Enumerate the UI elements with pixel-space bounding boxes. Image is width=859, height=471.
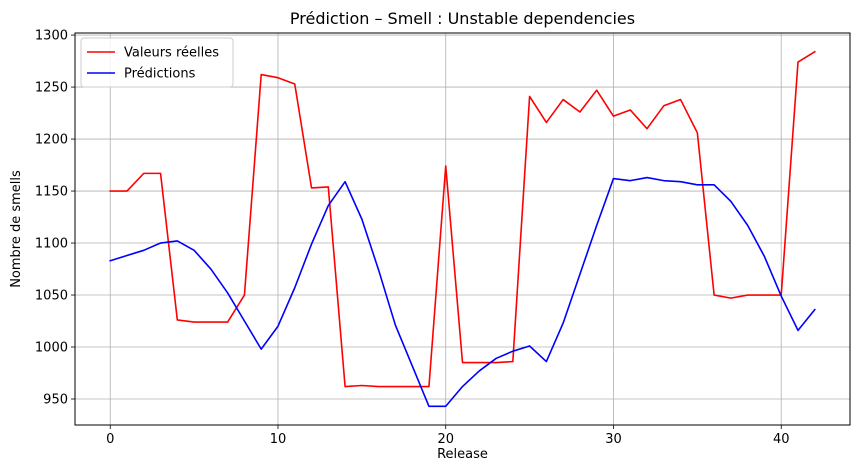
legend-box [80,37,234,88]
legend-label: Valeurs réelles [124,46,219,61]
x-tick-label: 0 [106,432,114,447]
x-tick-label: 20 [437,432,454,447]
y-tick-label: 950 [43,393,68,408]
y-tick-label: 1050 [35,289,68,304]
y-tick-label: 1150 [35,185,68,200]
y-tick-label: 1250 [35,81,68,96]
series-line-predicted [109,176,816,408]
legend: Valeurs réelles Prédictions [80,37,234,88]
chart-title: Prédiction – Smell : Unstable dependenci… [290,9,635,28]
series-line-actual [109,50,816,388]
x-axis-label: Release [437,447,488,462]
y-tick-label: 1200 [35,133,68,148]
legend-label: Prédictions [124,67,196,82]
y-tick-label: 1000 [35,341,68,356]
grid [75,33,850,425]
x-tick-label: 10 [270,432,287,447]
plot-frame [74,32,851,426]
x-tick-label: 40 [773,432,790,447]
y-tick-label: 1300 [35,29,68,44]
axis-ticks: 0 10 20 30 40 950 1000 1050 1100 1150 1200 1250 1300 [35,29,790,447]
y-axis-label: Nombre de smells [9,170,24,288]
series-lines [109,50,816,408]
x-tick-label: 30 [605,432,622,447]
y-tick-label: 1100 [35,237,68,252]
